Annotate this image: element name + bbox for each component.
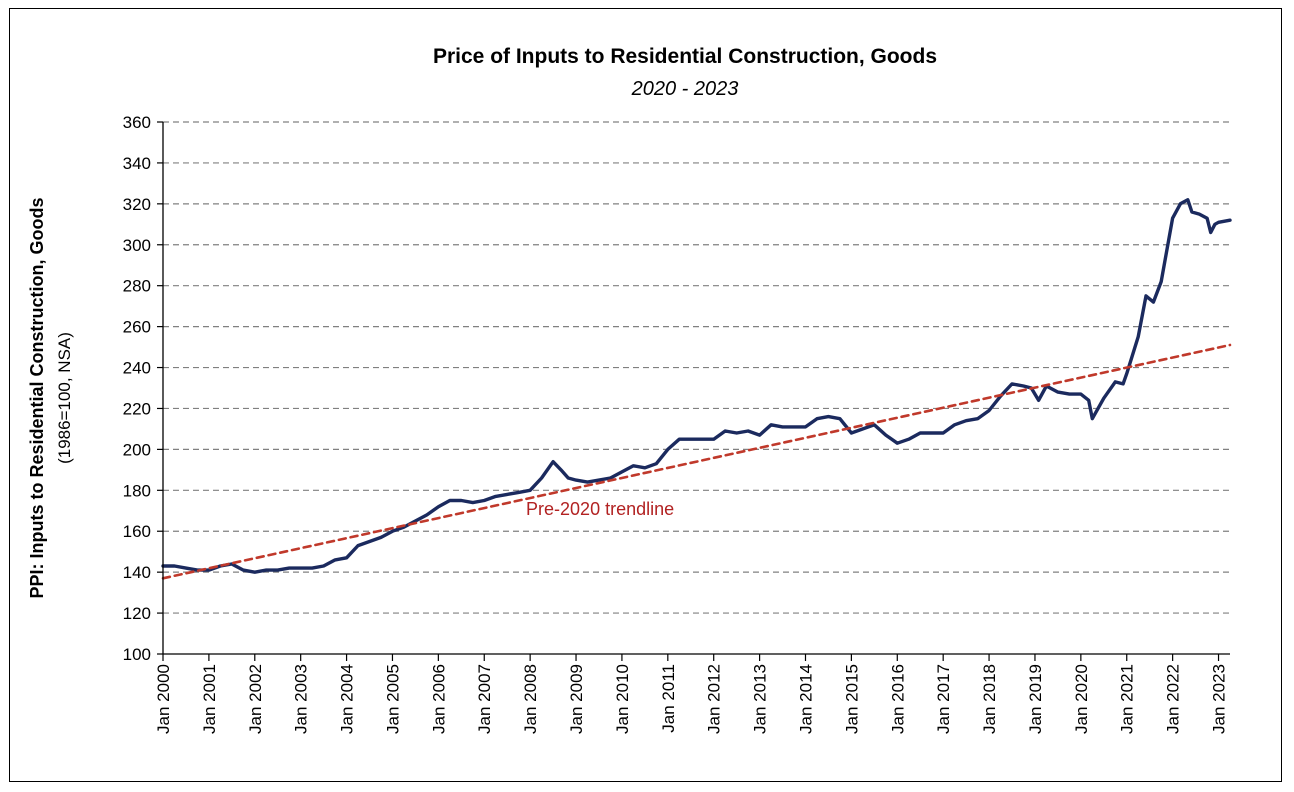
x-tick-label: Jan 2005 bbox=[383, 664, 402, 734]
x-tick-label: Jan 2011 bbox=[659, 664, 678, 733]
x-tick-label: Jan 2002 bbox=[246, 664, 265, 734]
trendline-label: Pre-2020 trendline bbox=[526, 499, 674, 519]
x-tick-label: Jan 2003 bbox=[292, 664, 311, 734]
x-tick-label: Jan 2007 bbox=[475, 664, 494, 734]
y-tick-label: 360 bbox=[123, 113, 151, 132]
x-tick-label: Jan 2012 bbox=[705, 664, 724, 734]
y-axis-label: PPI: Inputs to Residential Construction,… bbox=[27, 197, 47, 598]
y-tick-label: 320 bbox=[123, 195, 151, 214]
y-tick-label: 220 bbox=[123, 399, 151, 418]
x-tick-label: Jan 2013 bbox=[751, 664, 770, 734]
chart-title: Price of Inputs to Residential Construct… bbox=[433, 45, 937, 68]
gridlines bbox=[163, 121, 1230, 614]
y-tick-label: 120 bbox=[123, 604, 151, 623]
y-tick-label: 260 bbox=[123, 318, 151, 337]
x-tick-label: Jan 2000 bbox=[154, 664, 173, 734]
y-tick-label: 140 bbox=[123, 563, 151, 582]
y-tick-label: 280 bbox=[123, 277, 151, 296]
y-tick-label: 160 bbox=[123, 522, 151, 541]
x-tick-label: Jan 2021 bbox=[1118, 664, 1137, 734]
x-tick-label: Jan 2016 bbox=[888, 664, 907, 734]
x-tick-label: Jan 2014 bbox=[796, 664, 815, 734]
annotations: Pre-2020 trendline bbox=[526, 499, 674, 519]
series-line-trend bbox=[161, 343, 1232, 580]
y-ticks: 100 120 140 160 180 200 220 240 260 280 300 320 340 3… bbox=[123, 113, 163, 664]
x-ticks: Jan 2000 Jan 2001 Jan 2002 Jan 2003 Jan 2004… bbox=[154, 654, 1229, 734]
axes bbox=[162, 122, 1230, 655]
chart-subtitle: 2020 - 2023 bbox=[631, 78, 739, 100]
x-tick-label: Jan 2015 bbox=[842, 664, 861, 734]
x-tick-label: Jan 2009 bbox=[567, 664, 586, 734]
x-tick-label: Jan 2019 bbox=[1026, 664, 1045, 734]
y-tick-label: 200 bbox=[123, 440, 151, 459]
x-tick-label: Jan 2023 bbox=[1210, 664, 1229, 734]
y-tick-label: 100 bbox=[123, 645, 151, 664]
x-tick-label: Jan 2006 bbox=[429, 664, 448, 734]
series-line-ppi bbox=[161, 198, 1232, 574]
y-tick-label: 300 bbox=[123, 236, 151, 255]
series bbox=[161, 198, 1232, 580]
y-tick-label: 340 bbox=[123, 154, 151, 173]
x-tick-label: Jan 2020 bbox=[1072, 664, 1091, 734]
x-tick-label: Jan 2008 bbox=[521, 664, 540, 734]
y-tick-label: 240 bbox=[123, 359, 151, 378]
y-axis-sublabel: (1986=100, NSA) bbox=[55, 332, 74, 464]
x-tick-label: Jan 2022 bbox=[1164, 664, 1183, 734]
x-tick-label: Jan 2004 bbox=[338, 664, 357, 734]
x-tick-label: Jan 2017 bbox=[934, 664, 953, 734]
x-tick-label: Jan 2001 bbox=[200, 664, 219, 734]
x-tick-label: Jan 2018 bbox=[980, 664, 999, 734]
x-tick-label: Jan 2010 bbox=[613, 664, 632, 734]
y-tick-label: 180 bbox=[123, 481, 151, 500]
